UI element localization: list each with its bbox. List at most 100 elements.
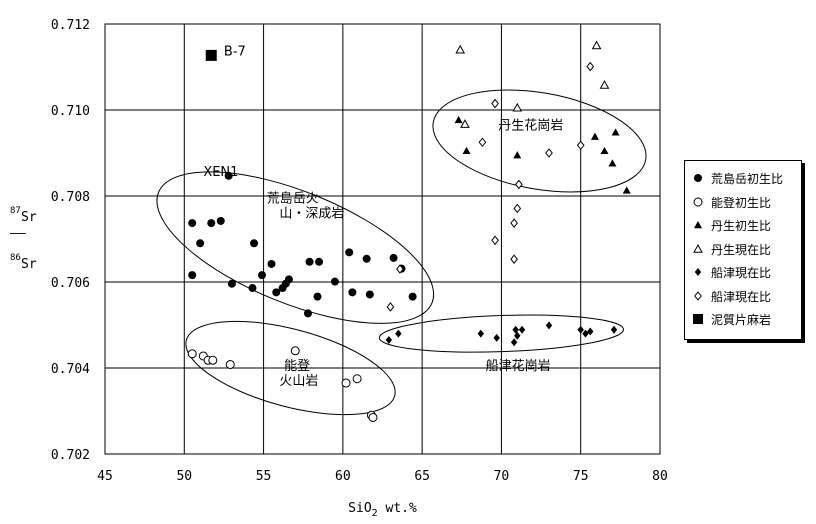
data-point: [395, 329, 402, 338]
legend-item: 荒島岳初生比: [685, 168, 801, 188]
x-label-part: SiO: [348, 501, 372, 516]
legend-item: 泥質片麻岩: [685, 309, 801, 329]
data-point: [250, 239, 259, 248]
data-point: [512, 102, 523, 112]
data-point: [187, 349, 197, 359]
data-point: [248, 284, 257, 293]
data-point: [510, 218, 518, 228]
data-point: [611, 128, 620, 136]
legend-label: 泥質片麻岩: [711, 313, 772, 327]
data-point: [513, 203, 522, 214]
legend-marker: [694, 221, 702, 229]
legend-label: 能登初生比: [711, 195, 772, 210]
legend-marker: [694, 174, 702, 182]
group-ellipse: [156, 171, 435, 324]
x-label-subscript: 2: [372, 508, 378, 519]
data-point: [205, 49, 217, 61]
legend-item: 丹生初生比: [685, 215, 801, 235]
legend: 荒島岳初生比 能登初生比 丹生初生比 丹生現在比 船津現在比 船津現在比 泥質片麻岩: [684, 160, 802, 340]
data-point: [608, 159, 617, 167]
data-point: [389, 253, 398, 262]
group-ellipse: [432, 89, 647, 193]
data-point: [385, 336, 393, 345]
y-tick-label: 0.704: [51, 362, 90, 377]
data-point: [491, 235, 499, 246]
data-point: [315, 257, 324, 266]
y-tick-label: 0.706: [51, 276, 90, 291]
x-tick-label: 80: [652, 469, 668, 484]
legend-label: 丹生初生比: [711, 219, 772, 233]
data-point: [590, 132, 599, 140]
annotation-label: 火山岩: [279, 374, 318, 389]
legend-marker-icon: [694, 221, 702, 229]
data-point: [272, 288, 281, 297]
data-point: [576, 140, 585, 151]
data-point: [599, 80, 610, 89]
data-point: [207, 219, 216, 228]
legend-marker-icon: [694, 174, 702, 182]
data-point: [545, 148, 553, 158]
x-label-part: wt.%: [378, 501, 417, 516]
annotation-label: 荒島岳火: [267, 191, 319, 206]
x-tick-label: 65: [414, 469, 430, 484]
annotation-label: 丹生花崗岩: [498, 117, 563, 133]
legend-marker: [693, 197, 703, 206]
data-point: [493, 333, 500, 342]
x-tick-label: 75: [573, 469, 589, 484]
data-point: [622, 186, 631, 194]
data-point: [345, 248, 354, 257]
data-point: [188, 219, 197, 228]
legend-marker: [693, 243, 703, 253]
y-label-num: Sr: [21, 210, 37, 225]
data-point: [455, 44, 466, 54]
annotation-label: B-7: [224, 44, 246, 59]
group-ellipse: [185, 320, 396, 416]
data-point: [545, 321, 553, 330]
data-point: [587, 327, 594, 336]
legend-marker-icon: [694, 268, 702, 276]
plot-frame: [104, 23, 661, 455]
legend-marker-icon: [693, 314, 703, 324]
legend-item: 船津現在比: [685, 262, 801, 282]
data-point: [454, 115, 463, 124]
data-point: [227, 279, 236, 288]
y-label-den: Sr: [21, 257, 37, 272]
data-point: [586, 61, 595, 72]
data-point: [330, 277, 339, 286]
x-tick-label: 55: [256, 469, 272, 484]
data-point: [257, 271, 266, 280]
data-points: [187, 40, 631, 422]
legend-label: 丹生現在比: [711, 242, 772, 257]
annotation-label: 能登: [284, 359, 310, 374]
data-point: [510, 338, 518, 347]
data-point: [348, 288, 357, 297]
x-tick-label: 45: [97, 469, 113, 484]
y-tick-label: 0.710: [51, 104, 90, 119]
data-point: [224, 171, 233, 180]
y-label-den-superscript: 86: [10, 253, 21, 263]
data-point: [188, 271, 197, 280]
data-point: [352, 374, 362, 384]
legend-label: 船津現在比: [711, 266, 772, 280]
x-axis-label-text: SiO2 wt.%: [348, 501, 417, 519]
y-tick-label: 0.708: [51, 190, 90, 205]
data-point: [305, 257, 314, 266]
data-point: [216, 216, 225, 225]
data-point: [515, 179, 523, 190]
x-tick-label: 60: [335, 469, 351, 484]
data-point: [313, 292, 322, 301]
legend-item: 能登初生比: [685, 192, 801, 212]
data-point: [208, 355, 218, 365]
annotation-label: XEN1: [203, 165, 238, 180]
x-tick-label: 70: [494, 469, 510, 484]
data-point: [478, 137, 487, 148]
data-point: [600, 146, 609, 155]
data-point: [362, 254, 371, 263]
data-point: [408, 292, 417, 301]
x-tick-labels: 45 50 55 60 65 70 75 80: [97, 469, 668, 484]
data-point: [196, 239, 205, 248]
y-tick-label: 0.712: [51, 18, 90, 33]
data-point: [365, 290, 374, 299]
data-point: [491, 98, 499, 109]
